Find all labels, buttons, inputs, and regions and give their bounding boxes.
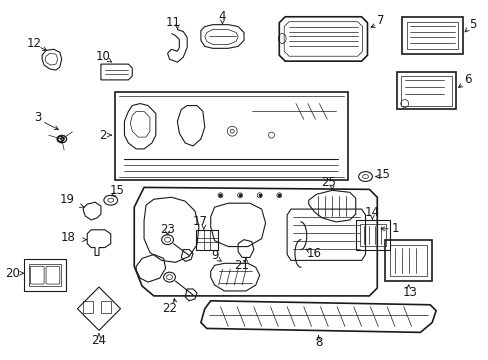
Text: 23: 23 [160,223,175,236]
Text: 13: 13 [402,287,417,300]
Text: 7: 7 [377,14,384,27]
Text: 11: 11 [165,16,181,29]
Text: 9: 9 [210,249,218,262]
Text: 4: 4 [218,10,226,23]
Text: 18: 18 [60,231,75,244]
Text: 22: 22 [162,302,177,315]
Text: 1: 1 [390,222,398,235]
Text: 15: 15 [375,168,390,181]
Text: 19: 19 [60,193,75,206]
Text: 25: 25 [320,176,335,189]
Text: 20: 20 [5,267,20,280]
Text: 17: 17 [192,215,207,228]
Text: 15: 15 [109,184,124,197]
Text: 12: 12 [27,37,41,50]
Text: 16: 16 [306,247,322,260]
Text: 10: 10 [95,50,110,63]
Text: 6: 6 [463,73,470,86]
Text: 3: 3 [35,111,42,124]
Text: 8: 8 [314,336,322,349]
Text: 14: 14 [364,206,379,219]
Text: 2: 2 [99,129,106,141]
Text: 5: 5 [468,18,475,31]
Text: 21: 21 [234,259,249,272]
Text: 24: 24 [91,334,106,347]
